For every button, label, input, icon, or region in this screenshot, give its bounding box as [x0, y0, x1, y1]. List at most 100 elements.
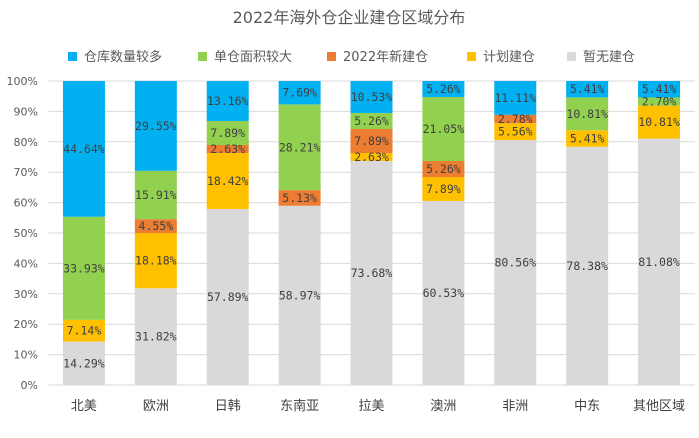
bar-segment — [422, 161, 465, 178]
y-tick-label: 0% — [21, 379, 38, 392]
data-label: 5.26% — [426, 162, 461, 176]
data-label: 31.82% — [135, 330, 177, 344]
y-tick-label: 10% — [14, 349, 38, 362]
data-label: 5.41% — [570, 132, 605, 146]
data-labels: 14.29% 7.14% 33.93% 44.64% 31.82% 18.18% 4.55%… — [63, 82, 680, 370]
data-label: 13.16% — [207, 94, 249, 108]
data-label: 60.53% — [423, 286, 465, 300]
data-label: 5.56% — [498, 125, 533, 139]
bar-segment — [206, 209, 249, 385]
bar-segment — [494, 140, 537, 385]
bar-segment — [62, 216, 105, 320]
bar-segment — [134, 233, 177, 289]
bar-segment — [134, 219, 177, 233]
data-label: 5.41% — [570, 82, 605, 96]
bar-segment — [350, 153, 393, 162]
bar-segment — [62, 319, 105, 342]
bar-segment — [278, 205, 321, 385]
x-tick-label: 中东 — [574, 399, 600, 414]
bar-segment — [206, 121, 249, 146]
data-label: 18.18% — [135, 254, 177, 268]
bar-segment — [494, 123, 537, 141]
data-label: 57.89% — [207, 290, 249, 304]
data-label: 18.42% — [207, 174, 249, 188]
legend-label: 计划建仓 — [483, 50, 535, 65]
data-label: 28.21% — [279, 140, 321, 154]
x-tick-label: 北美 — [71, 399, 97, 414]
y-tick-label: 20% — [14, 318, 38, 331]
data-label: 21.05% — [423, 122, 465, 136]
bar-segment — [422, 200, 465, 385]
legend-label: 单仓面积较大 — [214, 50, 292, 65]
bar-segment — [206, 153, 249, 210]
bar-segment — [134, 80, 177, 171]
bar-segment — [566, 146, 609, 385]
y-tick-label: 50% — [14, 227, 38, 240]
bars — [62, 80, 681, 385]
bar-segment — [278, 190, 321, 206]
legend-swatch — [467, 52, 476, 61]
bar-segment — [566, 130, 609, 147]
data-label: 15.91% — [135, 188, 177, 202]
y-tick-label: 80% — [14, 136, 38, 149]
data-label: 2.63% — [354, 150, 389, 164]
x-tick-label: 澳洲 — [430, 398, 456, 414]
data-label: 7.69% — [282, 86, 317, 100]
legend-swatch — [68, 52, 77, 61]
legend-swatch — [198, 52, 207, 61]
legend-label: 2022年新建仓 — [343, 49, 428, 65]
data-label: 5.26% — [354, 114, 389, 128]
y-tick-label: 60% — [14, 197, 38, 210]
data-label: 33.93% — [63, 261, 105, 275]
bar-segment — [350, 129, 393, 154]
legend-label: 仓库数量较多 — [84, 49, 162, 65]
bar-segment — [62, 81, 105, 217]
bar-segment — [350, 113, 393, 130]
bar-segment — [638, 81, 681, 98]
y-tick-label: 70% — [14, 166, 38, 179]
data-label: 78.38% — [566, 259, 608, 273]
bar-segment — [134, 288, 177, 385]
data-label: 5.13% — [282, 191, 317, 205]
data-label: 14.29% — [63, 356, 105, 370]
data-label: 7.89% — [354, 134, 389, 148]
data-label: 7.14% — [67, 324, 102, 338]
x-tick-label: 欧洲 — [143, 399, 169, 414]
y-tick-label: 30% — [14, 288, 38, 301]
bar-segment — [350, 81, 393, 114]
bar-segment — [278, 81, 321, 105]
bar-segment — [422, 177, 465, 201]
legend-swatch — [567, 52, 576, 61]
data-label: 73.68% — [351, 266, 393, 280]
data-label: 4.55% — [139, 219, 174, 233]
data-label: 10.81% — [566, 107, 608, 121]
x-tick-label: 日韩 — [215, 399, 241, 414]
bar-segment — [566, 80, 609, 98]
bar-segment — [494, 80, 537, 115]
data-label: 10.53% — [351, 90, 393, 104]
data-label: 2.78% — [498, 112, 533, 126]
legend: 仓库数量较多 单仓面积较大 2022年新建仓 计划建仓 暂无建仓 — [68, 49, 635, 65]
data-label: 80.56% — [495, 256, 537, 270]
data-label: 5.26% — [426, 82, 461, 96]
bar-segment — [278, 104, 321, 191]
axes: 0% 10% 20% 30% 40% 50% 60% 70% 80% 90% 100% 北美 欧洲 日韩 东… — [7, 75, 686, 414]
legend-label: 暂无建仓 — [583, 50, 635, 65]
bar-segment — [206, 145, 249, 154]
data-label: 44.64% — [63, 142, 105, 156]
bar-segment — [638, 97, 681, 106]
data-label: 7.89% — [210, 126, 245, 140]
data-label: 10.81% — [638, 115, 680, 129]
data-label: 11.11% — [495, 91, 537, 105]
bar-segment — [494, 114, 537, 124]
chart-title: 2022年海外仓企业建仓区域分布 — [233, 8, 466, 27]
bar-segment — [638, 138, 681, 385]
bar-segment — [62, 341, 105, 385]
data-label: 58.97% — [279, 288, 321, 302]
data-label: 29.55% — [135, 119, 177, 133]
bar-segment — [566, 97, 609, 131]
data-label: 2.70% — [642, 95, 677, 109]
bar-segment — [422, 81, 465, 98]
data-label: 5.41% — [642, 82, 677, 96]
